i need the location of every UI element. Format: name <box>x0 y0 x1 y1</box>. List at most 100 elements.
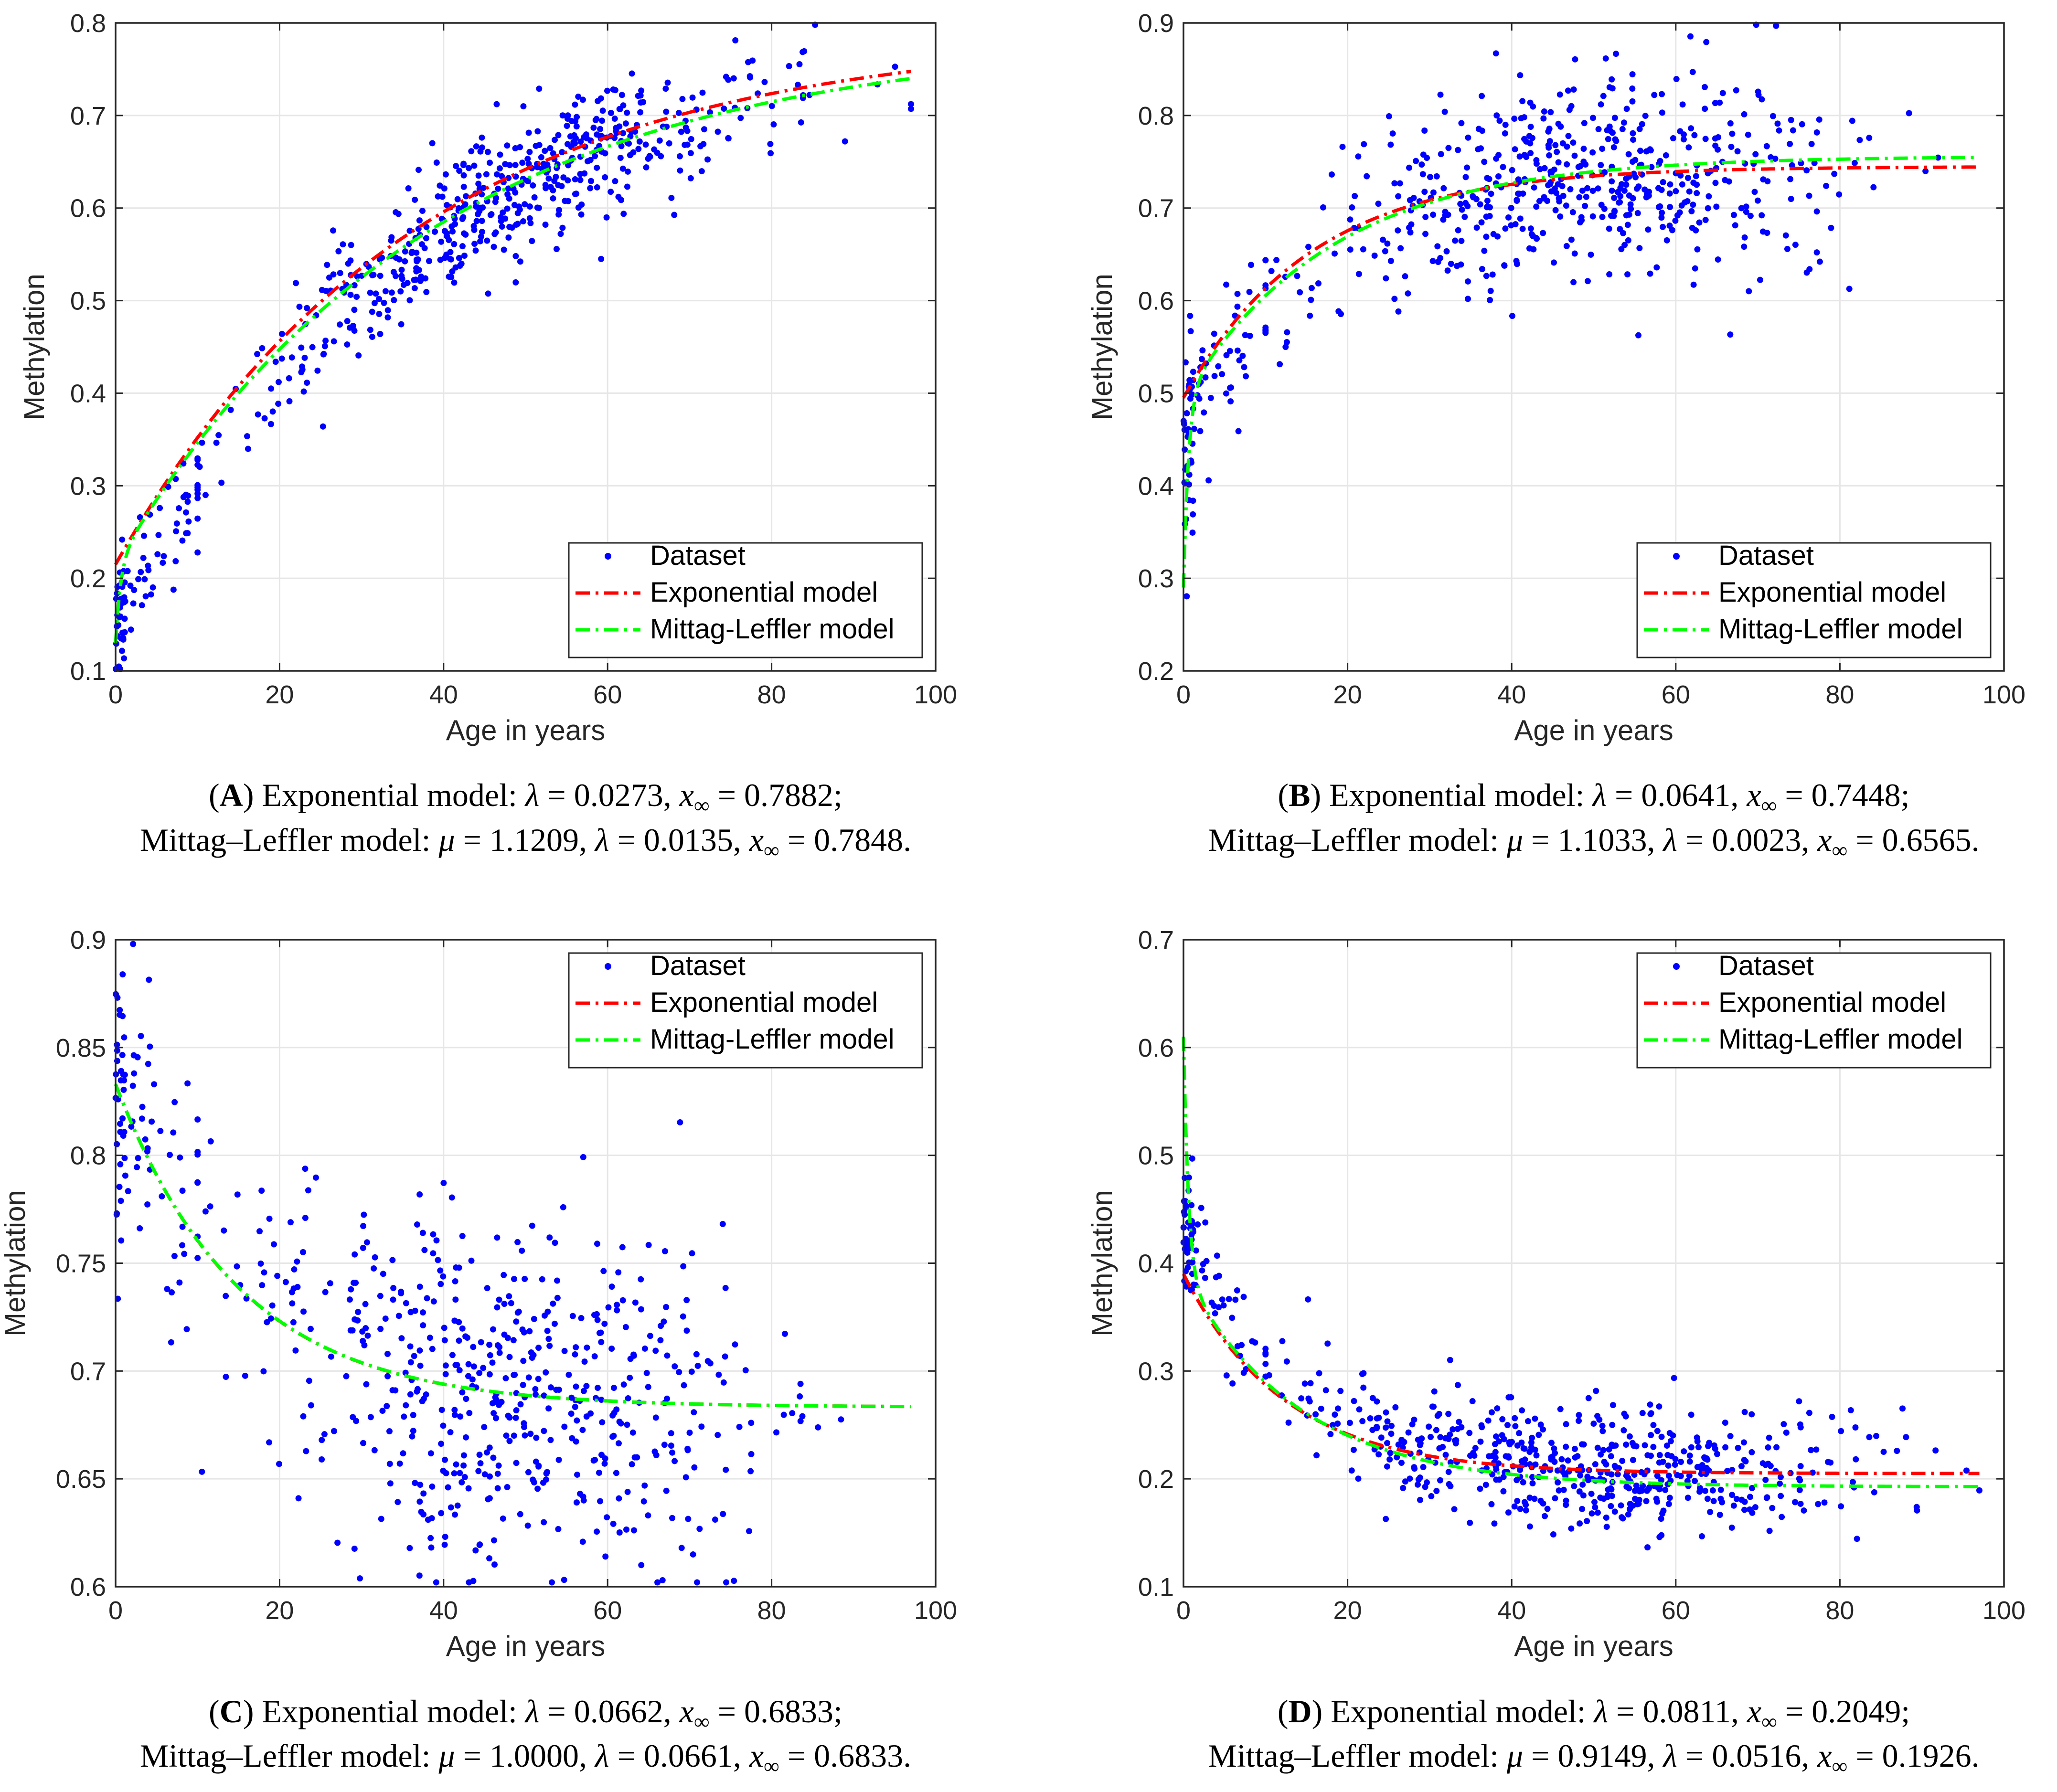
data-point <box>1339 143 1346 150</box>
data-point <box>1576 1418 1582 1424</box>
data-point <box>1679 181 1685 188</box>
y-tick-label: 0.5 <box>70 287 106 316</box>
data-point <box>1796 1398 1802 1405</box>
data-point <box>1702 106 1708 112</box>
data-point <box>447 249 454 255</box>
data-point <box>532 1386 539 1392</box>
data-point <box>1531 184 1537 191</box>
data-point <box>1713 203 1720 210</box>
data-point <box>302 1215 309 1221</box>
data-point <box>194 1255 201 1262</box>
y-tick-label: 0.65 <box>56 1465 106 1494</box>
data-point <box>1743 203 1749 210</box>
data-point <box>1440 216 1447 223</box>
data-point <box>1505 214 1512 221</box>
data-point <box>513 1318 520 1325</box>
legend-box <box>568 952 923 1069</box>
data-point <box>384 1373 391 1379</box>
data-point <box>602 150 608 157</box>
data-point <box>185 518 192 525</box>
data-point <box>551 1320 558 1327</box>
data-point <box>429 140 436 147</box>
data-point <box>1797 1421 1803 1428</box>
data-point <box>340 241 346 248</box>
data-point <box>1621 242 1628 248</box>
data-point <box>137 1225 143 1232</box>
data-point <box>1677 172 1684 179</box>
data-point <box>689 1250 695 1257</box>
data-point <box>1617 193 1624 200</box>
data-point <box>517 1511 523 1517</box>
data-point <box>1847 1407 1854 1413</box>
data-point <box>435 193 441 200</box>
data-point <box>773 1429 780 1436</box>
data-point <box>1369 1395 1376 1401</box>
data-point <box>622 1324 629 1330</box>
data-point <box>401 1413 407 1420</box>
data-point <box>1763 1495 1770 1501</box>
data-point <box>1715 146 1721 153</box>
data-point <box>1495 1438 1502 1445</box>
data-point <box>1509 167 1515 173</box>
x-axis-label: Age in years <box>1514 1630 1673 1662</box>
data-point <box>1447 1357 1453 1363</box>
data-point <box>476 1370 483 1377</box>
data-point <box>731 1578 737 1584</box>
data-point <box>688 136 694 142</box>
data-point <box>1571 250 1578 257</box>
data-point <box>1374 1398 1380 1405</box>
data-point <box>683 1297 690 1304</box>
data-point <box>1609 1442 1616 1449</box>
data-point <box>1619 1457 1626 1464</box>
data-point <box>1572 1454 1578 1461</box>
data-point <box>1693 227 1699 233</box>
data-point <box>1650 1421 1657 1428</box>
data-point <box>1240 1294 1247 1300</box>
data-point <box>1635 1500 1642 1507</box>
x-tick-label: 60 <box>593 680 622 709</box>
data-point <box>513 1407 520 1414</box>
data-point <box>1556 91 1563 98</box>
data-point <box>1407 229 1414 236</box>
x-tick-label: 60 <box>1662 1596 1690 1625</box>
data-point <box>1640 1483 1646 1489</box>
data-point <box>681 1382 687 1389</box>
data-point <box>1511 1503 1518 1510</box>
data-point <box>388 289 395 296</box>
data-point <box>1436 1410 1442 1417</box>
data-point <box>1437 1434 1444 1441</box>
y-tick-label: 0.5 <box>1138 1142 1174 1170</box>
data-point <box>1694 190 1700 196</box>
data-point <box>596 1469 602 1476</box>
data-point <box>664 1395 671 1402</box>
data-point <box>327 1280 333 1287</box>
data-point <box>1588 251 1594 258</box>
data-point <box>386 1461 393 1467</box>
data-point <box>412 196 418 203</box>
data-point <box>410 1428 416 1434</box>
data-point <box>1434 243 1441 250</box>
data-point <box>545 1336 552 1342</box>
data-point <box>354 273 361 280</box>
data-point <box>645 1241 652 1248</box>
data-point <box>688 1368 695 1375</box>
data-point <box>1421 189 1428 195</box>
data-point <box>1347 216 1354 223</box>
data-point <box>608 1346 615 1352</box>
data-point <box>423 289 430 296</box>
data-point <box>322 1289 329 1295</box>
data-point <box>139 1103 146 1110</box>
data-point <box>1633 1443 1640 1450</box>
data-point <box>1519 1407 1525 1414</box>
data-point <box>736 1423 743 1430</box>
data-point <box>1398 1460 1405 1466</box>
data-point <box>384 307 391 314</box>
data-point <box>168 1339 174 1346</box>
data-point <box>369 333 375 340</box>
data-point <box>414 1386 421 1392</box>
data-point <box>676 1369 682 1376</box>
data-point <box>565 177 571 184</box>
x-tick-label: 40 <box>1497 680 1526 709</box>
data-point <box>376 256 383 263</box>
